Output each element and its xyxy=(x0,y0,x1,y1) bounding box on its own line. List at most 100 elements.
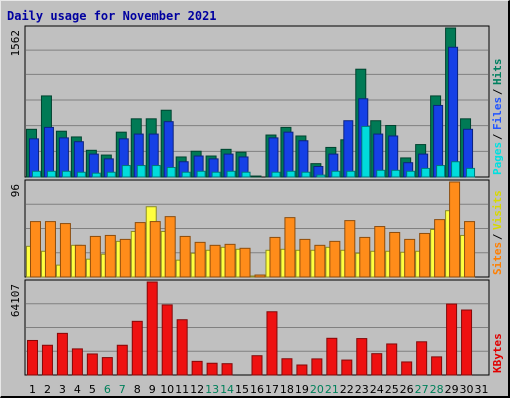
bar-kbytes xyxy=(191,360,203,376)
bar-kbytes xyxy=(341,359,353,376)
bar-kbytes xyxy=(86,353,98,376)
x-tick-label: 8 xyxy=(134,383,141,396)
x-tick-label: 26 xyxy=(400,383,414,396)
bar-pages xyxy=(136,165,146,178)
legend-separator: / xyxy=(491,233,504,240)
x-tick-label: 15 xyxy=(235,383,249,396)
bar-pages xyxy=(76,171,86,178)
x-tick-label: 29 xyxy=(445,383,459,396)
bar-files xyxy=(298,140,309,178)
bar-pages xyxy=(121,165,131,178)
bar-sites xyxy=(419,232,431,278)
x-tick-label: 20 xyxy=(310,383,324,396)
bar-kbytes xyxy=(461,309,473,376)
bar-pages xyxy=(466,167,476,178)
bar-sites xyxy=(314,244,326,278)
legend-pages: Pages xyxy=(491,142,504,175)
bar-pages xyxy=(226,170,236,178)
bar-sites xyxy=(74,244,86,278)
bar-pages xyxy=(451,161,461,178)
x-tick-label: 12 xyxy=(190,383,204,396)
x-tick-label: 9 xyxy=(149,383,156,396)
bar-kbytes xyxy=(41,344,53,376)
bar-sites xyxy=(374,226,386,278)
bar-pages xyxy=(61,170,71,178)
bar-sites xyxy=(239,247,251,278)
x-tick-label: 30 xyxy=(460,383,474,396)
bar-pages xyxy=(196,170,206,178)
bar-sites xyxy=(329,240,341,278)
bar-pages xyxy=(376,169,386,178)
bar-kbytes xyxy=(401,361,413,376)
bar-sites xyxy=(254,274,266,278)
bar-sites xyxy=(359,236,371,278)
bar-sites xyxy=(389,231,401,278)
x-tick-label: 13 xyxy=(205,383,219,396)
bar-sites xyxy=(134,222,146,278)
bar-kbytes xyxy=(371,353,383,376)
bar-pages xyxy=(271,171,281,178)
bar-hits xyxy=(250,175,262,178)
bar-kbytes xyxy=(116,344,128,376)
x-tick-label: 7 xyxy=(119,383,126,396)
bar-sites xyxy=(59,223,71,278)
bar-kbytes xyxy=(431,356,443,376)
x-tick-label: 5 xyxy=(89,383,96,396)
bar-sites xyxy=(149,221,161,278)
bar-files xyxy=(448,46,459,178)
legend-files: Files xyxy=(491,97,504,130)
panel-hits-files-pages xyxy=(24,25,490,178)
bar-pages xyxy=(286,170,296,178)
legend-sites: Sites xyxy=(491,242,504,275)
bar-kbytes xyxy=(296,364,308,376)
bar-kbytes xyxy=(176,319,188,376)
bar-sites xyxy=(284,217,296,278)
bar-sites xyxy=(104,234,116,278)
bar-sites xyxy=(164,216,176,278)
bar-pages xyxy=(166,166,176,178)
bar-sites xyxy=(464,221,476,278)
bar-sites xyxy=(44,221,56,278)
bar-sites xyxy=(89,235,101,278)
bar-kbytes xyxy=(446,303,458,376)
bar-sites xyxy=(194,241,206,278)
bar-kbytes xyxy=(71,348,83,376)
bar-kbytes xyxy=(416,341,428,376)
bar-pages xyxy=(301,171,311,178)
bar-pages xyxy=(91,172,101,178)
y-max-label: 64107 xyxy=(9,284,22,317)
bar-sites xyxy=(404,238,416,278)
bar-pages xyxy=(211,171,221,178)
x-tick-label: 18 xyxy=(280,383,294,396)
bar-kbytes xyxy=(266,311,278,376)
bar-sites xyxy=(344,220,356,278)
bar-kbytes xyxy=(146,281,158,376)
bar-pages xyxy=(331,170,341,178)
bar-sites xyxy=(29,221,41,278)
x-tick-label: 22 xyxy=(340,383,354,396)
bar-sites xyxy=(209,244,221,278)
x-tick-label: 24 xyxy=(370,383,384,396)
bar-pages xyxy=(436,165,446,178)
bar-kbytes xyxy=(101,357,113,376)
bar-pages xyxy=(106,171,116,178)
bar-pages xyxy=(406,170,416,178)
bar-kbytes xyxy=(281,358,293,376)
bar-pages xyxy=(241,171,251,178)
bar-files xyxy=(268,137,279,178)
x-tick-label: 27 xyxy=(415,383,429,396)
bar-files xyxy=(283,131,294,178)
bar-kbytes xyxy=(311,358,323,376)
bar-sites xyxy=(179,235,191,278)
bar-sites xyxy=(119,238,131,278)
x-tick-label: 21 xyxy=(325,383,339,396)
bar-kbytes xyxy=(26,339,38,376)
bar-files xyxy=(73,141,84,178)
x-tick-label: 25 xyxy=(385,383,399,396)
bar-kbytes xyxy=(56,332,68,376)
x-tick-label: 16 xyxy=(250,383,264,396)
bar-pages xyxy=(316,174,326,178)
x-tick-label: 4 xyxy=(74,383,81,396)
x-tick-label: 19 xyxy=(295,383,309,396)
bar-kbytes xyxy=(206,362,218,376)
